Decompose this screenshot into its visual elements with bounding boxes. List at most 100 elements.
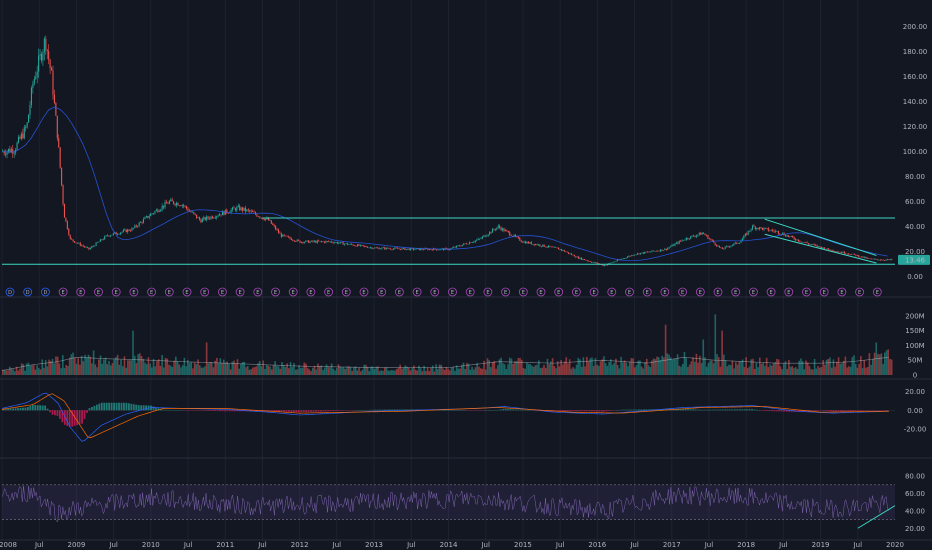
earnings-marker[interactable]: [518, 287, 528, 297]
price-candle: [805, 242, 807, 243]
price-candle: [500, 227, 502, 231]
price-candle: [79, 242, 81, 246]
earnings-marker[interactable]: [642, 287, 652, 297]
earnings-marker[interactable]: [111, 287, 121, 297]
price-candle: [743, 235, 745, 239]
earnings-marker[interactable]: [147, 287, 157, 297]
earnings-marker[interactable]: [660, 287, 670, 297]
price-axis[interactable]: 200.00180.00160.00140.00120.00100.0080.0…: [898, 23, 930, 281]
earnings-marker[interactable]: [200, 287, 210, 297]
earnings-marker[interactable]: [625, 287, 634, 297]
earnings-marker[interactable]: [271, 287, 280, 297]
dividend-marker[interactable]: [5, 287, 15, 297]
earnings-marker[interactable]: [164, 287, 174, 297]
earnings-marker[interactable]: [129, 287, 139, 297]
earnings-marker[interactable]: [412, 287, 422, 297]
volume-bar: [711, 360, 713, 375]
price-candle: [48, 51, 50, 60]
earnings-marker[interactable]: [802, 287, 811, 297]
price-candle: [352, 244, 354, 246]
price-candle: [629, 255, 631, 257]
earnings-marker[interactable]: [324, 287, 334, 297]
rsi-pane[interactable]: [1, 484, 896, 529]
price-candle: [243, 207, 245, 211]
earnings-marker[interactable]: [217, 287, 227, 297]
earnings-marker[interactable]: [430, 287, 440, 297]
earnings-marker[interactable]: [182, 287, 192, 297]
macd-histogram-bar: [317, 410, 320, 412]
earnings-marker[interactable]: [253, 287, 263, 297]
earnings-marker[interactable]: [235, 287, 245, 297]
price-pane[interactable]: [2, 35, 895, 267]
earnings-marker[interactable]: [784, 287, 794, 297]
price-candle: [354, 245, 356, 247]
earnings-marker[interactable]: [448, 287, 457, 297]
volume-bar: [94, 364, 97, 375]
time-axis[interactable]: 2008 Jul 2009 Jul 2010 Jul 2011 Jul 2012 Jul 2013 J…: [0, 541, 904, 549]
rsi-trendline[interactable]: [857, 505, 896, 529]
earnings-marker[interactable]: [731, 287, 741, 297]
volume-bar: [178, 364, 181, 375]
volume-bar: [300, 368, 302, 375]
price-candle: [750, 229, 752, 231]
trendline-3[interactable]: [764, 233, 877, 264]
dividend-marker[interactable]: [41, 287, 50, 297]
earnings-marker[interactable]: [483, 287, 493, 297]
price-candle: [155, 209, 157, 212]
macd-histogram-bar: [49, 410, 51, 413]
earnings-marker[interactable]: [819, 287, 829, 297]
macd-histogram-bar: [66, 410, 69, 426]
volume-bar: [222, 359, 225, 375]
earnings-marker[interactable]: [872, 287, 882, 297]
earnings-marker[interactable]: [607, 287, 617, 297]
macd-histogram-bar: [22, 407, 24, 411]
earnings-marker[interactable]: [501, 287, 511, 297]
earnings-marker[interactable]: [94, 287, 103, 297]
macd-axis[interactable]: 20.000.00-20.00: [904, 388, 927, 434]
earnings-marker[interactable]: [377, 287, 387, 297]
volume-bar: [121, 366, 124, 375]
earnings-marker[interactable]: [465, 287, 475, 297]
earnings-marker[interactable]: [713, 287, 723, 297]
price-candle: [740, 240, 742, 243]
earnings-marker[interactable]: [749, 287, 758, 297]
macd-pane[interactable]: [1, 392, 895, 442]
earnings-marker[interactable]: [359, 287, 369, 297]
price-candle: [562, 250, 564, 251]
earnings-marker[interactable]: [554, 287, 564, 297]
earnings-marker[interactable]: [58, 287, 68, 297]
earnings-marker[interactable]: [766, 287, 776, 297]
price-candle: [81, 245, 83, 246]
earnings-marker-label: E: [876, 290, 879, 296]
earnings-marker[interactable]: [306, 287, 316, 297]
macd-histogram-bar: [51, 410, 54, 415]
macd-histogram-bar: [406, 409, 409, 411]
earnings-marker[interactable]: [288, 287, 298, 297]
macd-histogram-bar: [58, 410, 61, 419]
volume-bar: [73, 357, 76, 375]
earnings-marker[interactable]: [855, 287, 864, 297]
price-candle: [138, 222, 140, 227]
earnings-marker[interactable]: [76, 287, 86, 297]
volume-bar: [414, 369, 417, 375]
earnings-marker[interactable]: [341, 287, 351, 297]
macd-histogram-bar: [581, 410, 584, 412]
earnings-marker[interactable]: [536, 287, 546, 297]
trendline-2[interactable]: [764, 218, 877, 256]
earnings-marker[interactable]: [695, 287, 705, 297]
price-candle: [119, 232, 122, 235]
volume-pane[interactable]: [1, 314, 893, 375]
earnings-marker[interactable]: [572, 287, 581, 297]
price-candle: [157, 209, 159, 212]
volume-bar: [817, 366, 819, 375]
earnings-marker[interactable]: [678, 287, 687, 297]
earnings-marker[interactable]: [589, 287, 599, 297]
dividend-marker[interactable]: [23, 287, 33, 297]
earnings-marker[interactable]: [837, 287, 847, 297]
earnings-marker[interactable]: [394, 287, 404, 297]
volume-bar: [568, 359, 571, 375]
